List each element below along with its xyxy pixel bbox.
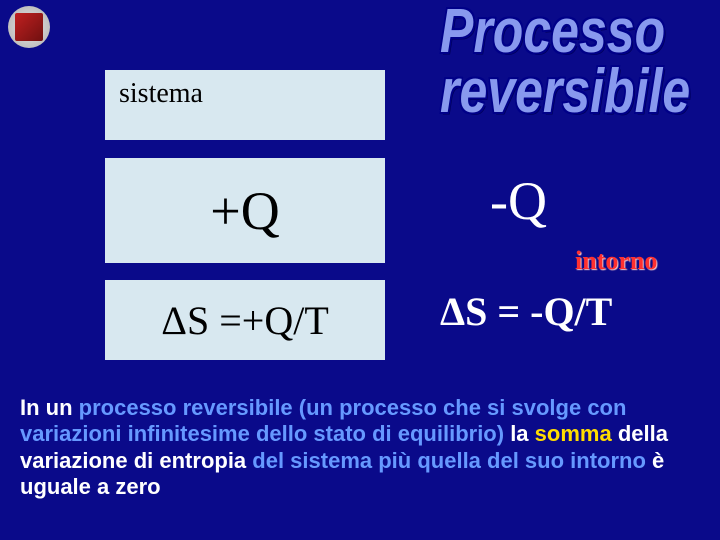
para-part1: In un — [20, 395, 73, 420]
logo-inner-shape — [15, 13, 43, 41]
sistema-label: sistema — [119, 78, 203, 109]
plus-q-box: +Q — [105, 158, 385, 263]
explanation-paragraph: In un processo reversibile (un processo … — [20, 395, 700, 501]
logo-emblem — [8, 6, 50, 48]
sistema-box: sistema — [105, 70, 385, 140]
intorno-label: intorno — [575, 246, 657, 276]
para-part6-blue: del sistema più quella del suo intorno — [246, 448, 646, 473]
plus-q-symbol: +Q — [210, 180, 279, 242]
delta-s-left: ΔS =+Q/T — [161, 297, 329, 344]
delta-s-left-box: ΔS =+Q/T — [105, 280, 385, 360]
delta-s-right: ΔS = -Q/T — [440, 288, 612, 335]
para-part4-yellow: somma — [535, 421, 612, 446]
title-line-2: reversibile — [440, 55, 690, 125]
minus-q-symbol: -Q — [490, 170, 547, 232]
slide-title: Processo reversibile — [440, 2, 690, 121]
para-part3: la — [510, 421, 534, 446]
